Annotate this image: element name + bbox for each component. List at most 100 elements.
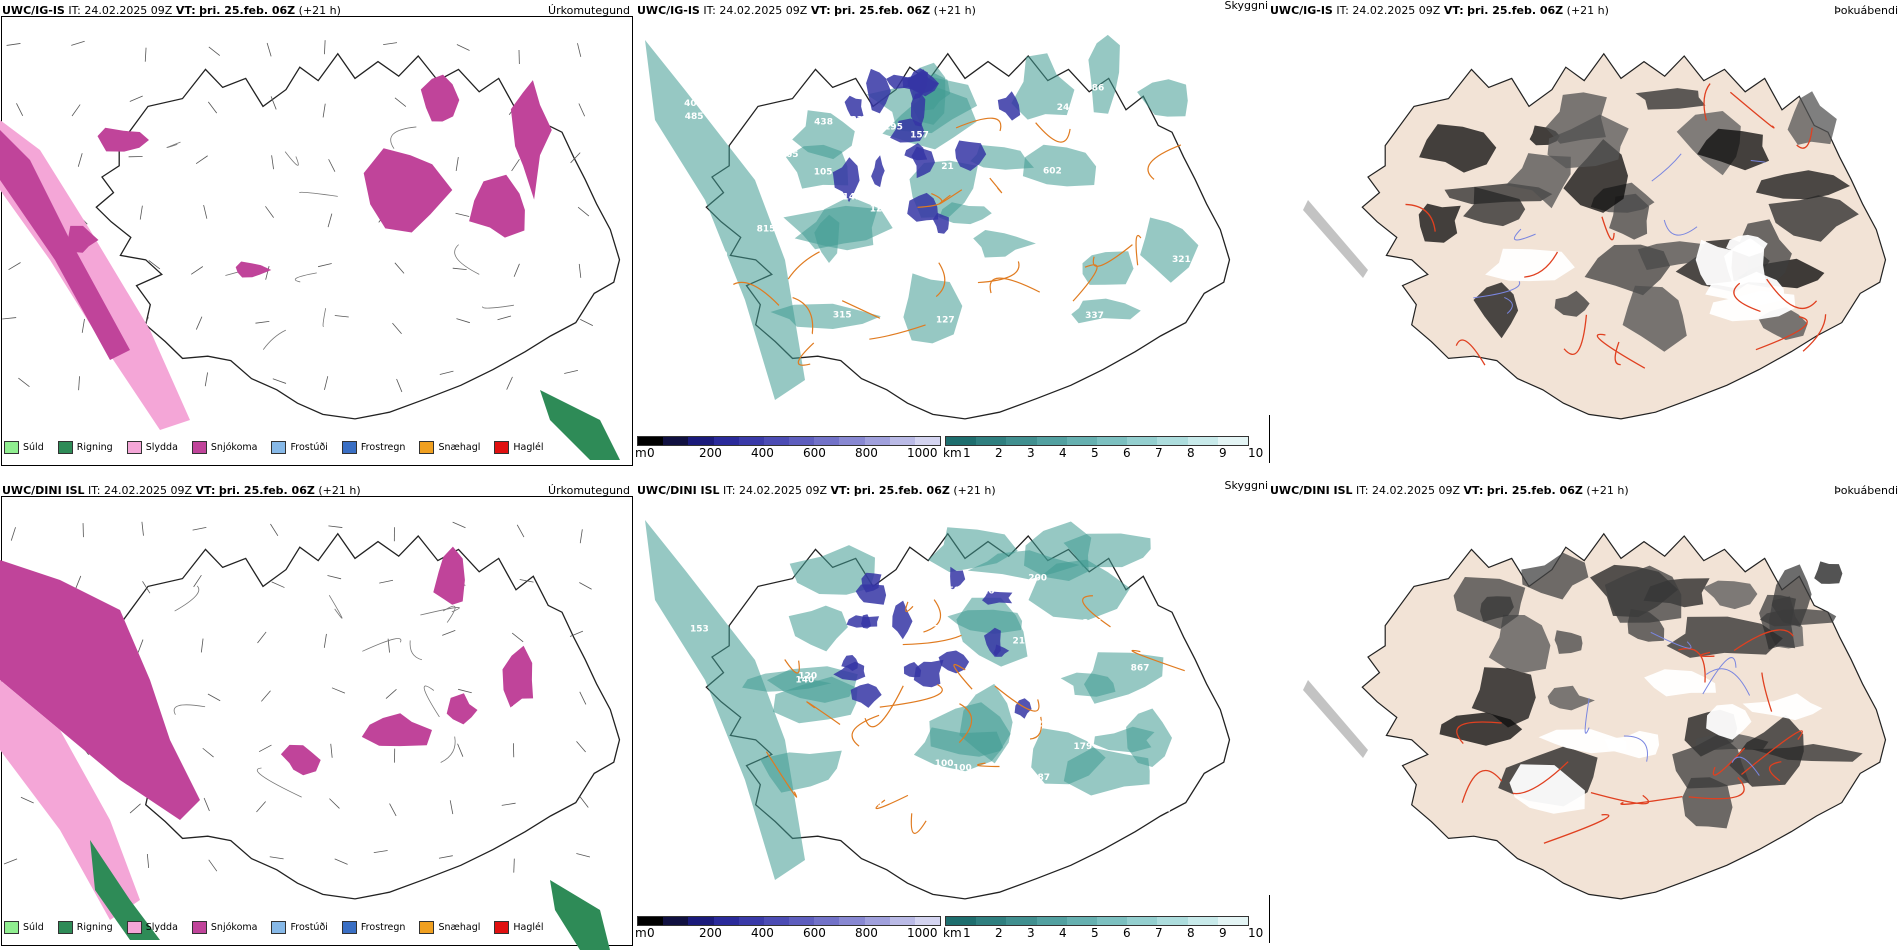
fog-shade	[1554, 630, 1583, 654]
low-visibility-area	[1071, 298, 1141, 324]
legend-swatch	[494, 921, 510, 934]
wind-barb	[270, 96, 277, 110]
ceiling-value-label: 177	[874, 782, 893, 792]
low-fog-area	[1538, 729, 1627, 754]
fog-band	[1303, 200, 1368, 278]
wind-barb	[146, 853, 150, 868]
legend-swatch	[341, 441, 357, 454]
road-line	[482, 304, 514, 309]
wind-barb	[16, 103, 24, 117]
road-line	[1699, 651, 1715, 658]
wind-barb	[579, 796, 589, 808]
road-line	[784, 659, 800, 674]
river-line	[1584, 698, 1590, 734]
river-line	[1623, 735, 1648, 762]
river-line	[1504, 296, 1513, 314]
legend-item: Slydda	[126, 441, 178, 454]
wind-barb	[576, 741, 586, 753]
ceiling-visibility-panel-top: UWC/IG-IS IT: 24.02.2025 09Z VT: þri. 25…	[635, 0, 1270, 470]
ceiling-value-label: 140	[795, 676, 814, 686]
ceiling-value-label: 177	[705, 252, 724, 262]
road-line	[1590, 791, 1650, 805]
fog-shade	[1418, 203, 1461, 243]
wind-barb	[330, 743, 333, 758]
colorbar-segment	[789, 917, 815, 925]
ceiling-value-label: 168	[933, 625, 952, 635]
low-ceiling-area	[841, 655, 858, 671]
legend-item: Snæhagl	[419, 921, 480, 934]
low-fog-area	[1509, 764, 1585, 814]
colorbar-segment	[638, 917, 664, 925]
wind-barb	[272, 378, 287, 384]
wind-barb	[580, 319, 594, 326]
fog-shade	[1759, 609, 1837, 627]
fog-shade	[1419, 124, 1497, 173]
low-ceiling-area	[892, 600, 913, 640]
river-line	[1702, 657, 1737, 695]
road-line	[1131, 649, 1185, 672]
road-line	[1405, 203, 1436, 232]
road-line	[362, 638, 402, 652]
road-line	[322, 308, 327, 327]
wind-barb	[271, 155, 274, 170]
snow-area	[433, 546, 465, 605]
low-visibility-area	[770, 303, 882, 329]
wind-barb	[438, 855, 453, 859]
snow-area	[280, 744, 321, 776]
colorbar-segment	[663, 437, 689, 445]
wind-barb	[564, 369, 578, 374]
colorbar-segment	[864, 917, 890, 925]
panel-label: Úrkomutegund	[548, 4, 630, 17]
road-line	[1082, 595, 1111, 628]
colorbar-segment	[1157, 917, 1188, 925]
wind-barb	[513, 263, 520, 277]
wind-barb	[379, 579, 394, 584]
low-visibility-area	[913, 727, 1004, 772]
wind-barb	[208, 859, 218, 872]
wind-barb	[195, 316, 203, 330]
low-visibility-area	[1140, 217, 1199, 283]
low-visibility-area	[1060, 672, 1116, 697]
wind-barb	[261, 690, 271, 702]
low-ceiling-area	[982, 591, 1013, 605]
road-line	[787, 251, 820, 280]
colorbar-segment	[738, 917, 764, 925]
snow-band	[0, 130, 130, 360]
legend-swatch	[271, 921, 287, 934]
road-line	[1768, 761, 1782, 782]
road-line	[1802, 314, 1827, 352]
colorbar-segment	[738, 437, 764, 445]
ceiling-value-label: 438	[814, 118, 833, 128]
legend-swatch	[191, 441, 207, 454]
legend-item: Frostúði	[271, 441, 328, 454]
road-line	[1796, 127, 1813, 149]
wind-barb	[449, 800, 454, 815]
ceiling-value-label: 831	[1152, 805, 1171, 815]
legend-swatch	[4, 441, 19, 454]
colorbar-segment	[1006, 917, 1037, 925]
low-visibility-area	[788, 605, 848, 652]
colorbar-segment	[713, 437, 739, 445]
colorbar-segment	[713, 917, 739, 925]
low-visibility-area	[645, 40, 805, 400]
rain-area	[90, 840, 160, 940]
wind-barb	[204, 372, 208, 387]
low-fog-area	[1604, 730, 1660, 759]
low-ceiling-area	[832, 157, 860, 203]
fog-shade	[1697, 128, 1770, 171]
river-line	[1651, 153, 1682, 182]
wind-barb	[141, 521, 144, 536]
iceland-outline	[95, 52, 621, 420]
ceiling-value-label: 157	[910, 130, 929, 140]
wind-barb	[511, 159, 520, 172]
wind-barb	[324, 376, 329, 390]
ceiling-value-label: 227	[807, 332, 826, 342]
legend-item: Rigning	[57, 441, 113, 454]
road-line	[1712, 747, 1746, 776]
low-visibility-area	[783, 205, 893, 250]
ceiling-value-label: 987	[1031, 773, 1050, 783]
wind-barb	[456, 44, 470, 51]
road-line	[299, 191, 338, 197]
low-visibility-area	[1088, 34, 1120, 114]
ceiling-value-label: 100	[935, 759, 954, 769]
